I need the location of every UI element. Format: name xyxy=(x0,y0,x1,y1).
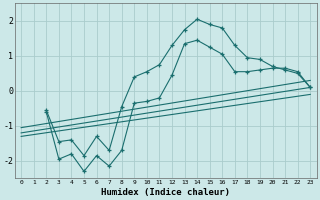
X-axis label: Humidex (Indice chaleur): Humidex (Indice chaleur) xyxy=(101,188,230,197)
